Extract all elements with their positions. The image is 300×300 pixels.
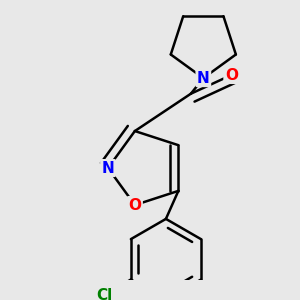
- Text: O: O: [128, 197, 141, 212]
- Text: N: N: [197, 70, 210, 86]
- Text: O: O: [225, 68, 238, 82]
- Text: Cl: Cl: [96, 288, 112, 300]
- Text: N: N: [102, 160, 114, 175]
